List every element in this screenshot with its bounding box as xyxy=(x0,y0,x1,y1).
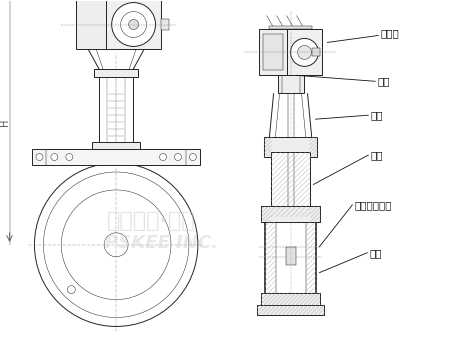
Circle shape xyxy=(160,154,167,161)
Circle shape xyxy=(291,38,318,66)
Text: 密封圈硬密封: 密封圈硬密封 xyxy=(354,200,392,210)
Text: H: H xyxy=(0,118,10,126)
Bar xyxy=(106,0,161,49)
Circle shape xyxy=(174,154,182,161)
Bar xyxy=(32,149,200,165)
Circle shape xyxy=(51,154,58,161)
Circle shape xyxy=(189,154,197,161)
Bar xyxy=(286,247,296,265)
Circle shape xyxy=(66,154,73,161)
Text: 闸板: 闸板 xyxy=(370,150,383,160)
Bar xyxy=(261,206,320,222)
Text: 阀体: 阀体 xyxy=(369,248,382,258)
Bar xyxy=(92,142,140,149)
Bar xyxy=(257,305,324,315)
Text: 电动头: 电动头 xyxy=(380,28,399,38)
Bar xyxy=(161,19,169,31)
Bar xyxy=(287,29,323,75)
Bar xyxy=(261,293,320,305)
Bar xyxy=(268,26,313,29)
Bar xyxy=(278,75,303,93)
Bar xyxy=(263,34,283,70)
Bar xyxy=(263,137,318,157)
Circle shape xyxy=(121,12,147,37)
Bar xyxy=(259,29,287,75)
Circle shape xyxy=(298,45,312,59)
Circle shape xyxy=(111,3,156,46)
Circle shape xyxy=(67,286,75,294)
Text: 支架: 支架 xyxy=(370,110,383,120)
Bar xyxy=(94,69,138,77)
Text: PSKEE INC.: PSKEE INC. xyxy=(105,234,217,252)
Bar xyxy=(76,0,106,49)
Bar xyxy=(271,152,310,217)
Bar xyxy=(271,152,310,217)
Circle shape xyxy=(36,154,43,161)
Text: 立洛阀业·上海: 立洛阀业·上海 xyxy=(107,211,195,231)
Bar xyxy=(313,48,320,56)
Text: 阀杆: 阀杆 xyxy=(377,76,390,86)
Circle shape xyxy=(129,20,139,29)
